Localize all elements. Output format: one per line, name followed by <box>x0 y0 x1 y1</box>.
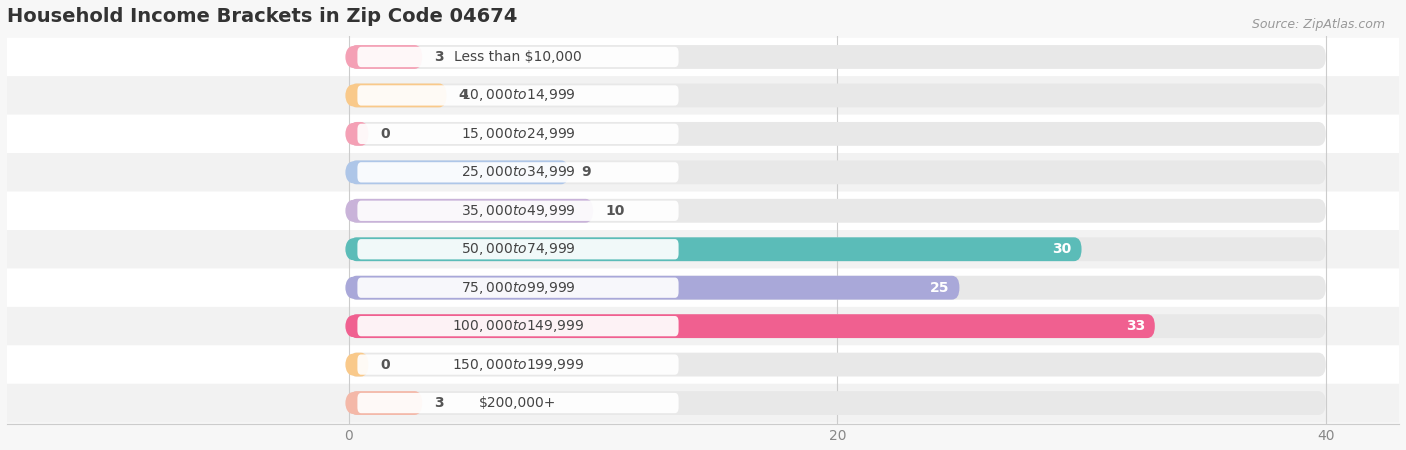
FancyBboxPatch shape <box>349 353 1326 377</box>
FancyBboxPatch shape <box>349 237 1326 261</box>
FancyBboxPatch shape <box>7 384 1399 422</box>
FancyBboxPatch shape <box>357 86 679 106</box>
FancyBboxPatch shape <box>7 230 1399 269</box>
FancyBboxPatch shape <box>349 391 1326 415</box>
FancyBboxPatch shape <box>349 237 1081 261</box>
Text: 10: 10 <box>606 204 624 218</box>
FancyBboxPatch shape <box>7 153 1399 192</box>
Circle shape <box>346 86 359 106</box>
Text: $10,000 to $14,999: $10,000 to $14,999 <box>461 87 575 104</box>
Text: 3: 3 <box>434 50 444 64</box>
FancyBboxPatch shape <box>357 201 679 221</box>
FancyBboxPatch shape <box>349 314 1326 338</box>
FancyBboxPatch shape <box>7 76 1399 115</box>
FancyBboxPatch shape <box>349 84 1326 108</box>
FancyBboxPatch shape <box>349 276 1326 300</box>
FancyBboxPatch shape <box>7 307 1399 345</box>
FancyBboxPatch shape <box>349 45 1326 69</box>
FancyBboxPatch shape <box>7 269 1399 307</box>
Text: $75,000 to $99,999: $75,000 to $99,999 <box>461 280 575 296</box>
FancyBboxPatch shape <box>7 345 1399 384</box>
Circle shape <box>346 162 359 182</box>
FancyBboxPatch shape <box>349 84 447 108</box>
FancyBboxPatch shape <box>7 115 1399 153</box>
Text: $15,000 to $24,999: $15,000 to $24,999 <box>461 126 575 142</box>
Text: 4: 4 <box>458 89 468 103</box>
FancyBboxPatch shape <box>357 239 679 259</box>
FancyBboxPatch shape <box>357 316 679 336</box>
Circle shape <box>346 201 359 221</box>
FancyBboxPatch shape <box>349 122 1326 146</box>
Text: 0: 0 <box>381 358 391 372</box>
Text: $100,000 to $149,999: $100,000 to $149,999 <box>451 318 585 334</box>
FancyBboxPatch shape <box>357 393 679 413</box>
Text: 3: 3 <box>434 396 444 410</box>
Circle shape <box>346 393 359 413</box>
FancyBboxPatch shape <box>357 162 679 182</box>
FancyBboxPatch shape <box>357 124 679 144</box>
FancyBboxPatch shape <box>349 391 422 415</box>
Text: Household Income Brackets in Zip Code 04674: Household Income Brackets in Zip Code 04… <box>7 7 517 26</box>
FancyBboxPatch shape <box>357 278 679 298</box>
FancyBboxPatch shape <box>7 38 1399 76</box>
Text: Less than $10,000: Less than $10,000 <box>454 50 582 64</box>
FancyBboxPatch shape <box>349 45 422 69</box>
Text: 0: 0 <box>381 127 391 141</box>
FancyBboxPatch shape <box>349 160 568 184</box>
Text: Source: ZipAtlas.com: Source: ZipAtlas.com <box>1251 18 1385 31</box>
Text: 30: 30 <box>1053 242 1071 256</box>
FancyBboxPatch shape <box>357 355 679 375</box>
FancyBboxPatch shape <box>349 314 1154 338</box>
Text: 9: 9 <box>581 165 591 180</box>
Text: $150,000 to $199,999: $150,000 to $199,999 <box>451 356 585 373</box>
Circle shape <box>346 355 359 375</box>
FancyBboxPatch shape <box>349 160 1326 184</box>
Circle shape <box>346 239 359 259</box>
FancyBboxPatch shape <box>357 47 679 67</box>
Text: $200,000+: $200,000+ <box>479 396 557 410</box>
Text: $35,000 to $49,999: $35,000 to $49,999 <box>461 203 575 219</box>
Circle shape <box>346 278 359 298</box>
FancyBboxPatch shape <box>7 192 1399 230</box>
Text: $50,000 to $74,999: $50,000 to $74,999 <box>461 241 575 257</box>
Circle shape <box>346 124 359 144</box>
FancyBboxPatch shape <box>349 199 593 223</box>
Text: $25,000 to $34,999: $25,000 to $34,999 <box>461 164 575 180</box>
FancyBboxPatch shape <box>349 122 368 146</box>
Text: 25: 25 <box>931 281 949 295</box>
FancyBboxPatch shape <box>349 353 368 377</box>
Circle shape <box>346 316 359 336</box>
Text: 33: 33 <box>1126 319 1144 333</box>
FancyBboxPatch shape <box>349 199 1326 223</box>
Circle shape <box>346 47 359 67</box>
FancyBboxPatch shape <box>349 276 959 300</box>
